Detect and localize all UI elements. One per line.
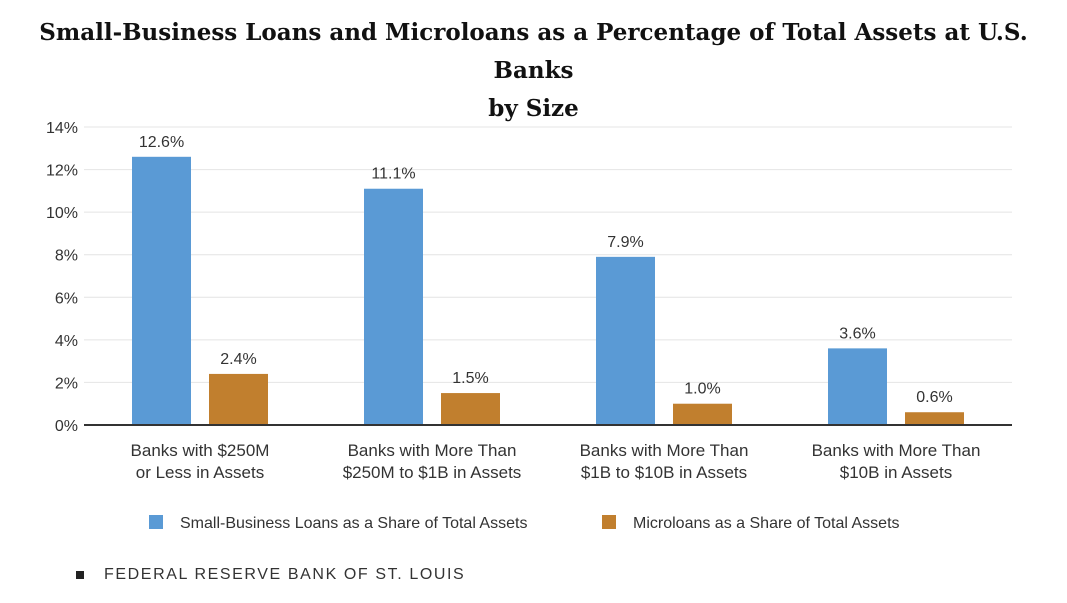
legend-label: Small-Business Loans as a Share of Total… [180,515,527,532]
y-tick-label: 8% [55,248,78,265]
y-tick-label: 6% [55,290,78,307]
source-square-icon [76,571,84,579]
bar-small-business-loans [828,348,887,425]
x-category-label: Banks with $250M [131,441,270,460]
x-category-label: Banks with More Than [348,441,517,460]
x-category-label: or Less in Assets [136,463,265,482]
y-tick-label: 2% [55,375,78,392]
legend-label: Microloans as a Share of Total Assets [633,515,900,532]
x-category-label: Banks with More Than [812,441,981,460]
x-category-label: $10B in Assets [840,463,952,482]
bar-small-business-loans [132,156,191,426]
bar-microloans [905,412,964,425]
x-category-label: $250M to $1B in Assets [343,463,522,482]
source-text: FEDERAL RESERVE BANK OF ST. LOUIS [104,566,466,583]
bar-microloans [441,393,500,425]
data-label: 3.6% [839,325,875,342]
bar-microloans [673,403,732,425]
data-label: 0.6% [916,389,952,406]
y-tick-label: 12% [46,163,78,180]
chart-title: Small-Business Loans and Microloans as a… [0,14,1067,128]
y-tick-label: 10% [46,205,78,222]
y-tick-label: 14% [46,120,78,137]
source-credit: FEDERAL RESERVE BANK OF ST. LOUIS [76,566,465,584]
x-category-label: Banks with More Than [580,441,749,460]
data-label: 1.0% [684,381,720,398]
y-tick-label: 0% [55,418,78,435]
bar-small-business-loans [364,188,423,425]
legend-swatch [149,515,163,529]
bar-microloans [209,373,268,425]
x-category-label: $1B to $10B in Assets [581,463,747,482]
chart-title-line-2: by Size [488,95,579,122]
data-label: 7.9% [607,234,643,251]
data-label: 12.6% [139,134,184,151]
bar-small-business-loans [596,256,655,425]
chart-title-line-1: Small-Business Loans and Microloans as a… [39,19,1028,84]
data-label: 11.1% [371,166,415,183]
data-label: 1.5% [452,370,488,387]
legend-swatch [602,515,616,529]
y-tick-label: 4% [55,333,78,350]
data-label: 2.4% [220,351,256,368]
